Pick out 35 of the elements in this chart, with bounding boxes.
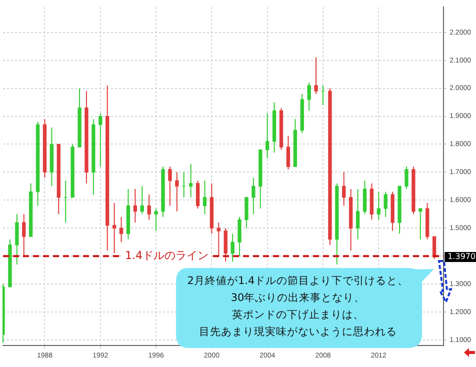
candlestick <box>112 202 116 254</box>
candlestick <box>418 208 422 240</box>
candlestick <box>252 177 256 215</box>
candlestick <box>266 112 270 159</box>
annotation: 1.3970 <box>448 252 476 262</box>
candlestick <box>230 233 234 262</box>
candlestick <box>384 191 388 218</box>
candlestick <box>98 112 102 168</box>
candlestick <box>362 180 367 215</box>
candlestick <box>202 180 207 215</box>
candlestick <box>238 216 242 257</box>
candlestick <box>432 236 436 260</box>
candlestick <box>22 214 26 257</box>
candlestick <box>147 194 151 220</box>
candlestick <box>307 82 311 112</box>
candlestick <box>244 196 248 229</box>
ref-line-label: 1.4ドルのライン <box>125 248 208 262</box>
candlestick <box>189 163 193 198</box>
candlestick <box>216 222 220 257</box>
candlestick <box>168 166 172 206</box>
annotation: 2月終値が1.4ドルの節目より下で引けると、30年ぶりの出来事となり、英ポンドの下げ止まりは、目先あまり現実味がないように思われる <box>187 274 409 340</box>
candlestick <box>175 172 179 212</box>
candlestick <box>196 180 200 210</box>
candlestick <box>15 214 19 265</box>
candlestick <box>140 186 144 215</box>
candlestick <box>286 135 290 170</box>
candlestick <box>404 166 408 190</box>
candlestick <box>376 191 380 220</box>
candlestick <box>133 188 138 224</box>
candlestick <box>314 57 318 94</box>
candlestick <box>154 208 158 232</box>
candlestick <box>356 188 360 240</box>
candlestick <box>119 216 124 243</box>
candlestick <box>342 172 346 206</box>
candlestick <box>224 228 228 262</box>
